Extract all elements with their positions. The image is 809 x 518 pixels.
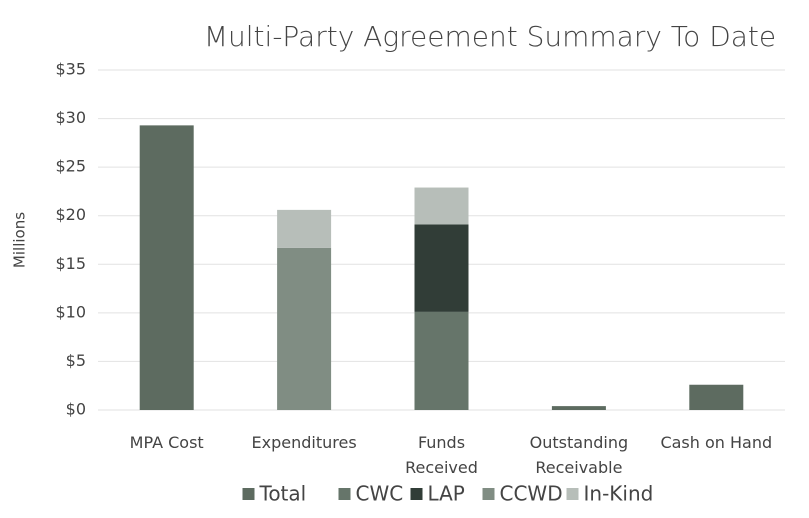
y-tick-label: $5: [66, 351, 86, 370]
y-tick-label: $25: [55, 157, 86, 176]
y-tick-label: $35: [55, 60, 86, 79]
bar-segment: [689, 384, 744, 410]
x-tick-label: Funds Received: [405, 433, 478, 477]
x-tick-label: Expenditures: [251, 433, 357, 452]
x-tick-label: Outstanding Receivable: [529, 433, 629, 477]
legend-swatch: [242, 488, 255, 500]
y-tick-label: $0: [66, 400, 86, 419]
legend-swatch: [482, 488, 495, 500]
bar-segment: [277, 209, 332, 248]
y-axis-label: Millions: [11, 212, 29, 268]
chart-title: Multi-Party Agreement Summary To Date: [204, 20, 776, 53]
bar-segment: [414, 311, 469, 410]
y-tick-label: $20: [55, 205, 86, 224]
legend-swatch: [338, 488, 351, 500]
bar-segment: [139, 125, 194, 410]
x-tick-label: Cash on Hand: [660, 433, 773, 452]
y-tick-label: $30: [55, 108, 86, 127]
y-tick-label: $15: [55, 254, 86, 273]
bar-segment: [414, 224, 469, 312]
bar-segment: [551, 406, 606, 410]
legend-swatch: [566, 488, 579, 500]
y-tick-label: $10: [55, 302, 86, 321]
legend-label: In-Kind: [584, 482, 654, 506]
x-tick-label: MPA Cost: [129, 433, 204, 452]
bar-segment: [414, 187, 469, 225]
legend-label: Total: [259, 482, 307, 506]
legend-label: LAP: [428, 482, 465, 506]
legend-label: CCWD: [500, 482, 563, 506]
legend-label: CWC: [356, 482, 404, 506]
bar-segment: [277, 247, 332, 410]
legend-swatch: [410, 488, 423, 500]
